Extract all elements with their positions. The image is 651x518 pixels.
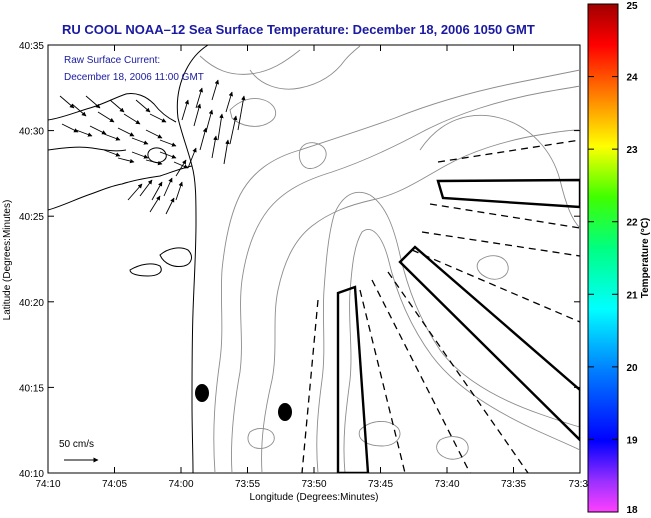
colorbar-tick-label: 22 (626, 218, 638, 229)
scale-label: 50 cm/s (59, 439, 94, 450)
y-tick-label: 40:25 (19, 212, 44, 223)
y-axis: 40:35 40:30 40:25 40:20 40:15 40:10 (19, 41, 580, 480)
y-tick-label: 40:20 (19, 298, 44, 309)
bathymetry-contours (199, 45, 580, 473)
x-tick-label: 73:50 (301, 479, 326, 490)
x-tick-label: 73:35 (501, 479, 526, 490)
x-tick-label: 74:10 (35, 479, 60, 490)
colorbar-label: Temperature (°C) (640, 218, 651, 299)
y-tick-label: 40:10 (19, 469, 44, 480)
x-axis-label: Longitude (Degrees:Minutes) (250, 492, 379, 503)
colorbar-tick-label: 21 (626, 290, 638, 301)
x-tick-label: 74:05 (102, 479, 127, 490)
x-axis: 74:10 74:05 74:00 73:55 73:50 73:45 73:40 73:35… (35, 45, 588, 490)
colorbar-tick-label: 24 (626, 73, 638, 84)
coastline (48, 45, 209, 473)
colorbar-ticks: 25 24 23 22 21 20 19 18 (588, 1, 638, 516)
surface-current-vectors (59, 79, 246, 215)
station-marker (195, 384, 209, 402)
colorbar (587, 3, 619, 513)
y-tick-label: 40:35 (19, 41, 44, 52)
x-tick-label: 73:3 (569, 479, 589, 490)
x-tick-label: 73:40 (434, 479, 459, 490)
colorbar-tick-label: 25 (626, 1, 638, 12)
current-label: Raw Surface Current: (64, 55, 160, 66)
y-axis-label: Latitude (Degrees:Minutes) (2, 200, 13, 321)
y-tick-label: 40:30 (19, 127, 44, 138)
figure-title: RU COOL NOAA–12 Sea Surface Temperature:… (62, 22, 535, 37)
y-tick-label: 40:15 (19, 383, 44, 394)
current-time: December 18, 2006 11:00 GMT (64, 72, 204, 83)
colorbar-tick-label: 18 (626, 505, 638, 516)
x-tick-label: 73:55 (235, 479, 260, 490)
map-frame (47, 44, 581, 474)
map-content: Raw Surface Current: December 18, 2006 1… (48, 45, 580, 473)
colorbar-tick-label: 20 (626, 363, 638, 374)
x-tick-label: 73:45 (368, 479, 393, 490)
x-tick-label: 74:00 (168, 479, 193, 490)
radar-coverage-dashed-lines (301, 139, 580, 473)
station-marker (278, 403, 292, 421)
colorbar-tick-label: 19 (626, 435, 638, 446)
colorbar-tick-label: 23 (626, 145, 638, 156)
radar-beam-outlines (336, 178, 580, 473)
